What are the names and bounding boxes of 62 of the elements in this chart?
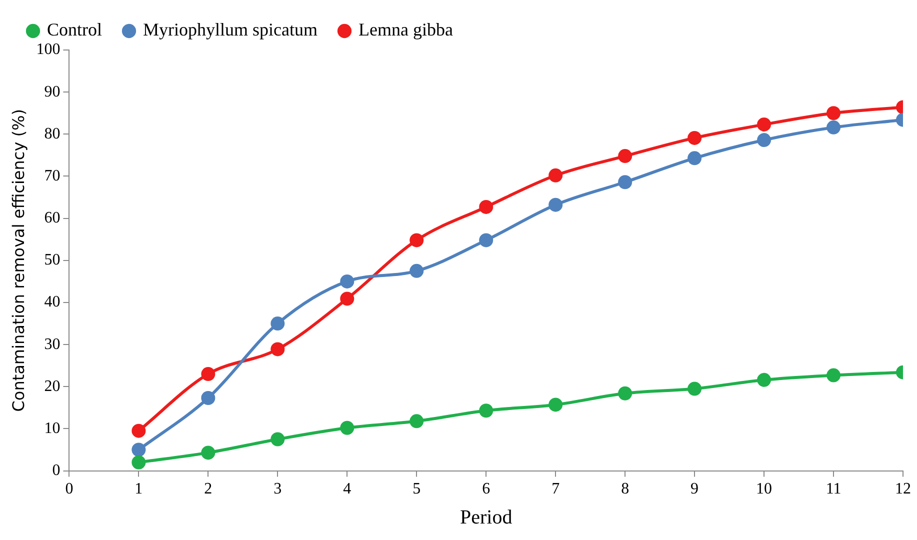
- point: [548, 198, 563, 212]
- legend-label: Control: [47, 20, 102, 40]
- y-axis-title: Contamination removal efficiency (%): [8, 109, 28, 412]
- point: [548, 398, 563, 412]
- x-tick-label: 3: [274, 480, 282, 498]
- point: [270, 342, 285, 356]
- y-tick-label: 20: [44, 378, 60, 395]
- point: [548, 168, 563, 182]
- y-tick-label: 60: [44, 210, 60, 227]
- point: [132, 455, 146, 470]
- point: [479, 404, 494, 418]
- point: [688, 151, 702, 166]
- point: [479, 233, 494, 248]
- point: [201, 367, 216, 382]
- y-tick-label: 80: [44, 125, 60, 142]
- y-tick-label: 50: [44, 252, 60, 269]
- point: [270, 432, 285, 446]
- y-tick-label: 70: [44, 167, 60, 184]
- x-tick-label: 5: [412, 480, 421, 498]
- x-tick-label: 2: [204, 480, 212, 498]
- point: [757, 133, 772, 148]
- x-tick-label: 4: [343, 480, 352, 498]
- point: [410, 264, 424, 278]
- point: [826, 120, 841, 134]
- x-tick-label: 0: [65, 480, 74, 498]
- point: [132, 442, 146, 457]
- y-tick-label: 90: [44, 83, 60, 100]
- y-tick-label: 100: [36, 41, 60, 58]
- point: [270, 316, 285, 331]
- x-tick-label: 9: [690, 480, 699, 498]
- x-tick-label: 1: [134, 480, 143, 498]
- point: [340, 292, 354, 306]
- point: [410, 233, 424, 248]
- point: [410, 414, 424, 428]
- point: [618, 386, 632, 400]
- point: [688, 382, 702, 396]
- point: [618, 175, 632, 190]
- legend-label: Myriophyllum spicatum: [143, 20, 318, 40]
- x-tick-label: 7: [552, 480, 560, 498]
- y-tick-label: 40: [44, 294, 60, 311]
- y-tick-label: 30: [44, 336, 60, 353]
- y-tick-label: 10: [44, 420, 60, 437]
- x-tick-label: 8: [621, 480, 630, 498]
- x-tick-label: 6: [482, 480, 490, 498]
- x-tick-label: 12: [895, 480, 911, 498]
- point: [688, 130, 702, 145]
- x-tick-label: 10: [756, 480, 772, 498]
- point: [340, 420, 354, 435]
- point: [826, 368, 841, 382]
- point: [201, 446, 216, 460]
- x-axis-title: Period: [460, 506, 512, 528]
- x-tick-label: 11: [826, 480, 842, 498]
- legend-label: Lemna gibba: [358, 20, 453, 40]
- point: [201, 391, 216, 405]
- point: [826, 106, 841, 120]
- y-tick-label: 0: [52, 462, 60, 480]
- point: [340, 274, 354, 288]
- point: [479, 200, 494, 214]
- point: [757, 117, 772, 132]
- point: [618, 149, 632, 164]
- point: [757, 372, 772, 387]
- point: [132, 424, 146, 438]
